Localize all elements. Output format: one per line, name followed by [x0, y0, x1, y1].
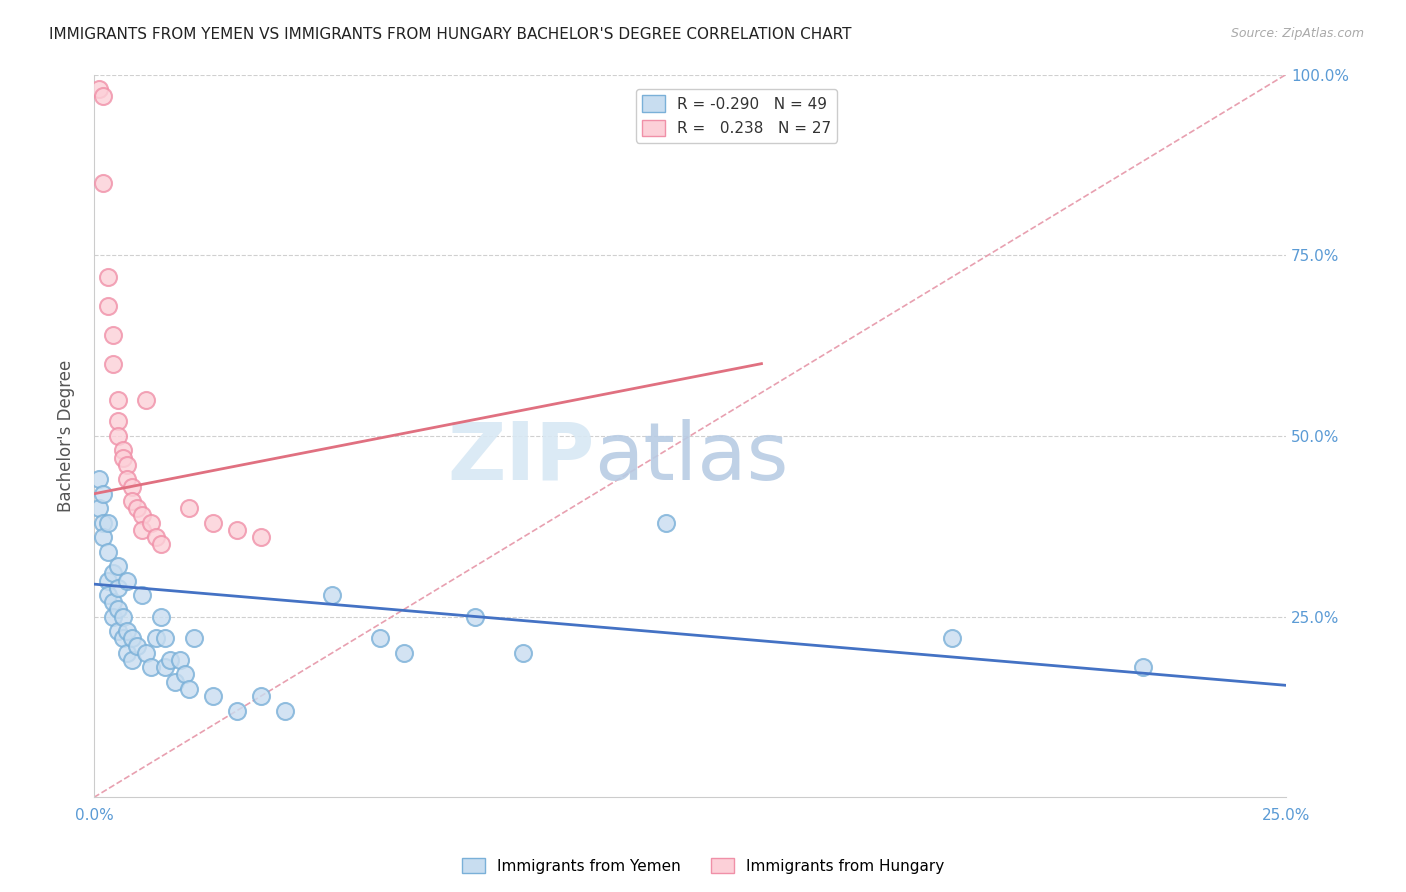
Point [321, 588, 343, 602]
Point [163, 674, 186, 689]
Text: Source: ZipAtlas.com: Source: ZipAtlas.com [1230, 27, 1364, 40]
Point [141, 516, 163, 530]
Point [121, 632, 143, 646]
Point [512, 646, 534, 660]
Point [97, 299, 120, 313]
Y-axis label: Bachelor's Degree: Bachelor's Degree [58, 359, 75, 512]
Point [179, 681, 201, 696]
Point [97, 574, 120, 588]
Point [93, 530, 115, 544]
Point [87, 501, 110, 516]
Point [464, 609, 486, 624]
Point [87, 82, 110, 96]
Point [392, 646, 415, 660]
Point [121, 479, 143, 493]
Point [107, 429, 129, 443]
Point [202, 516, 225, 530]
Point [250, 689, 273, 703]
Point [111, 609, 134, 624]
Point [226, 523, 249, 537]
Point [202, 689, 225, 703]
Point [149, 537, 172, 551]
Point [107, 559, 129, 574]
Point [149, 609, 172, 624]
Point [117, 472, 139, 486]
Legend: R = -0.290   N = 49, R =   0.238   N = 27: R = -0.290 N = 49, R = 0.238 N = 27 [636, 89, 837, 143]
Point [117, 574, 139, 588]
Point [1132, 660, 1154, 674]
Point [125, 639, 148, 653]
Point [173, 667, 195, 681]
Point [101, 595, 124, 609]
Legend: Immigrants from Yemen, Immigrants from Hungary: Immigrants from Yemen, Immigrants from H… [456, 852, 950, 880]
Point [655, 516, 678, 530]
Point [179, 501, 201, 516]
Point [111, 450, 134, 465]
Point [107, 392, 129, 407]
Point [183, 632, 205, 646]
Point [93, 89, 115, 103]
Point [93, 487, 115, 501]
Point [107, 602, 129, 616]
Point [117, 458, 139, 472]
Point [97, 544, 120, 558]
Point [941, 632, 963, 646]
Text: atlas: atlas [595, 418, 789, 497]
Point [141, 660, 163, 674]
Point [135, 646, 157, 660]
Point [226, 704, 249, 718]
Point [135, 392, 157, 407]
Point [155, 660, 177, 674]
Point [101, 327, 124, 342]
Point [125, 501, 148, 516]
Point [97, 269, 120, 284]
Point [159, 653, 181, 667]
Point [131, 523, 153, 537]
Point [107, 415, 129, 429]
Point [107, 624, 129, 639]
Point [101, 566, 124, 581]
Point [250, 530, 273, 544]
Point [111, 443, 134, 458]
Point [131, 508, 153, 523]
Point [93, 176, 115, 190]
Point [117, 646, 139, 660]
Point [101, 357, 124, 371]
Point [97, 588, 120, 602]
Point [101, 609, 124, 624]
Point [87, 472, 110, 486]
Point [93, 516, 115, 530]
Point [97, 516, 120, 530]
Point [111, 632, 134, 646]
Point [107, 581, 129, 595]
Point [121, 494, 143, 508]
Point [121, 653, 143, 667]
Point [273, 704, 295, 718]
Point [131, 588, 153, 602]
Point [145, 632, 167, 646]
Text: ZIP: ZIP [447, 418, 595, 497]
Point [169, 653, 191, 667]
Point [368, 632, 391, 646]
Point [145, 530, 167, 544]
Text: IMMIGRANTS FROM YEMEN VS IMMIGRANTS FROM HUNGARY BACHELOR'S DEGREE CORRELATION C: IMMIGRANTS FROM YEMEN VS IMMIGRANTS FROM… [49, 27, 852, 42]
Point [117, 624, 139, 639]
Point [155, 632, 177, 646]
